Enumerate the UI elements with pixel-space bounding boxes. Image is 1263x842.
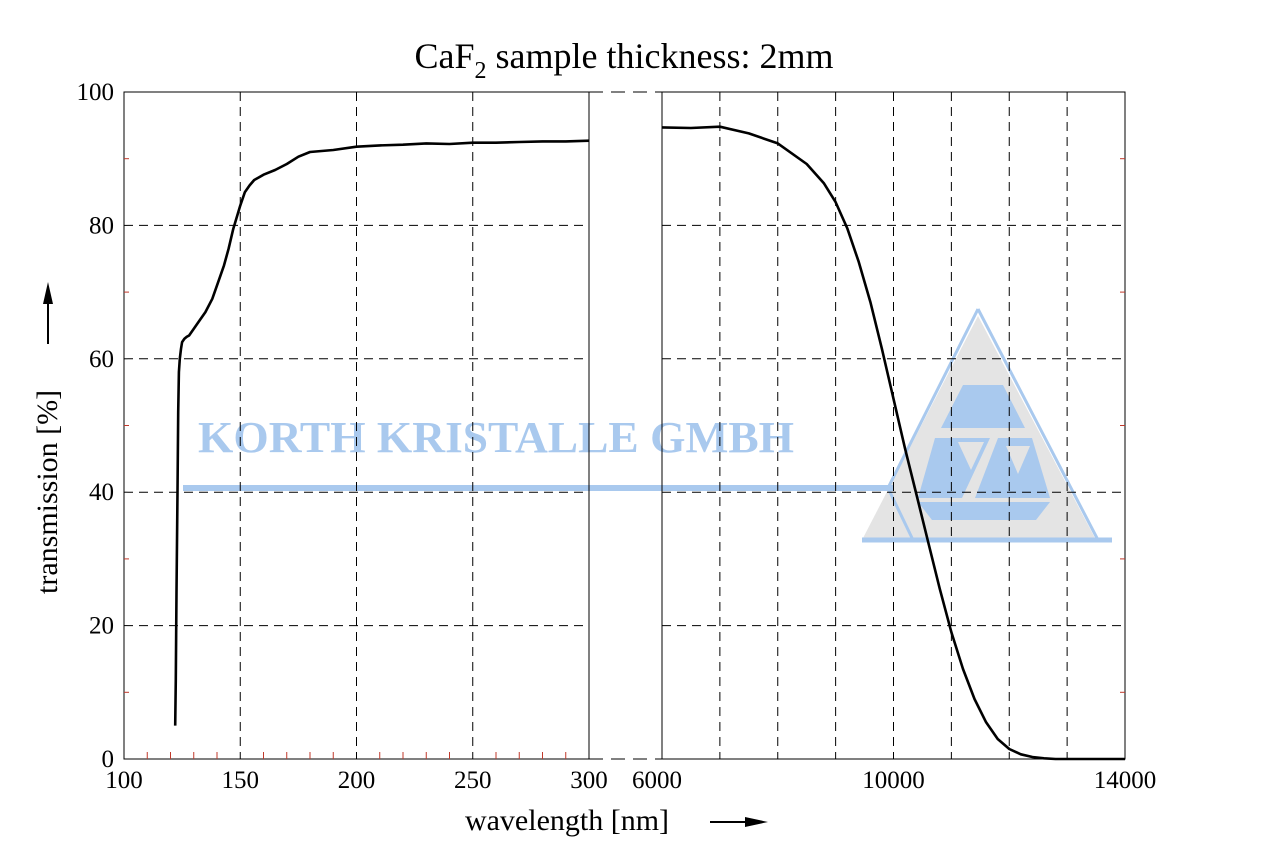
- series-line-ir: [661, 125, 1125, 761]
- x-tick-label-uv-250: 250: [454, 767, 492, 794]
- y-tick-label-80: 80: [89, 212, 114, 239]
- chart-title-rest: sample thickness: 2mm: [487, 36, 834, 76]
- logo-outline-right: [976, 308, 1100, 541]
- y-axis-label: transmission [%]: [31, 390, 64, 594]
- watermark: KORTH KRISTALLE GMBH: [183, 308, 1112, 543]
- chart-title-base: CaF: [415, 36, 475, 76]
- y-tick-label-20: 20: [89, 613, 114, 640]
- chart-title: CaF2 sample thickness: 2mm: [415, 36, 834, 84]
- x-tick-label-uv-200: 200: [338, 767, 376, 794]
- y-tick-labels: 0 20 40 60 80 100: [77, 79, 115, 773]
- series-line-uv: [173, 139, 590, 726]
- watermark-underline: [183, 485, 893, 491]
- y-tick-label-100: 100: [77, 79, 115, 106]
- panel-uv: 100 150 200 250 300: [105, 91, 608, 794]
- x-tick-label-uv-150: 150: [222, 767, 260, 794]
- logo-inner-bottom: [918, 502, 1050, 520]
- y-tick-label-60: 60: [89, 346, 114, 373]
- x-tick-label-uv-100: 100: [105, 767, 143, 794]
- x-axis-label: wavelength [nm]: [465, 804, 669, 837]
- panel-ir: 6000 10000 14000: [632, 91, 1157, 794]
- x-axis-arrow-icon: [710, 817, 768, 827]
- x-tick-label-ir-6000: 6000: [632, 767, 682, 794]
- korth-kristalle-triangle-logo: [862, 308, 1112, 543]
- y-tick-label-40: 40: [89, 479, 114, 506]
- logo-inner-right: [975, 438, 1050, 498]
- x-tick-label-ir-10000: 10000: [862, 767, 925, 794]
- x-tick-label-ir-14000: 14000: [1094, 767, 1157, 794]
- y-axis-arrow-icon: [43, 282, 53, 344]
- logo-inner-top: [941, 385, 1025, 428]
- watermark-text: KORTH KRISTALLE GMBH: [198, 413, 794, 462]
- logo-cut-center: [958, 442, 984, 470]
- chart-title-subscript: 2: [475, 58, 487, 84]
- x-tick-label-uv-300: 300: [570, 767, 608, 794]
- logo-cut-right: [1006, 446, 1030, 474]
- y-tick-label-0: 0: [102, 746, 115, 773]
